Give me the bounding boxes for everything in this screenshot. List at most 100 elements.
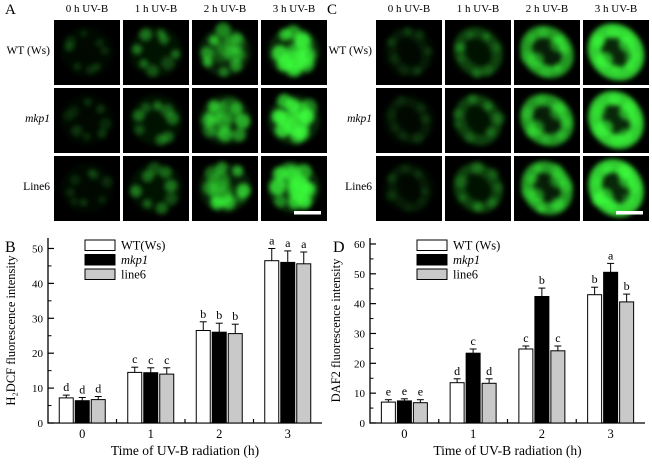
significance-letter: b — [539, 273, 545, 287]
panel-c-col-header-3: 3 h UV-B — [594, 3, 638, 15]
y-tick-label: 0 — [360, 418, 366, 430]
y-tick-label: 50 — [32, 243, 44, 255]
legend-label: line6 — [121, 268, 146, 282]
bar — [211, 331, 227, 424]
legend-swatch — [416, 254, 448, 266]
bar — [465, 352, 481, 424]
panel-a-row-label-wt: WT (Ws) — [6, 45, 50, 57]
y-tick-label: 50 — [354, 269, 366, 281]
bar — [481, 382, 497, 424]
significance-letter: d — [486, 364, 492, 378]
x-tick-label: 3 — [608, 427, 614, 441]
panel-a-col-header-1: 1 h UV-B — [134, 3, 178, 15]
significance-letter: b — [592, 272, 598, 286]
bar — [90, 399, 106, 424]
bar — [603, 271, 619, 424]
significance-letter: c — [523, 331, 528, 345]
legend-label: mkp1 — [453, 253, 480, 267]
significance-letter: c — [555, 331, 560, 345]
micrograph-tile — [54, 156, 120, 221]
legend-swatch — [84, 268, 116, 280]
panel-a-col-header-2: 2 h UV-B — [203, 3, 247, 15]
bar — [127, 371, 143, 424]
micrograph-tile — [261, 88, 327, 153]
x-tick-label: 3 — [285, 427, 291, 441]
panel-c-label: C — [327, 2, 338, 18]
micrograph-grid-a — [54, 20, 327, 221]
bar — [280, 261, 296, 424]
significance-letter: a — [608, 248, 614, 262]
significance-letter: e — [386, 385, 391, 399]
bar — [396, 400, 412, 424]
micrograph-tile — [123, 20, 189, 85]
bar — [264, 260, 280, 424]
significance-letter: c — [132, 352, 137, 366]
significance-letter: c — [148, 353, 153, 367]
legend-label: WT (Ws) — [453, 239, 500, 253]
panel-a-col-header-3: 3 h UV-B — [272, 3, 316, 15]
significance-letter: a — [269, 234, 275, 248]
x-tick-label: 1 — [470, 427, 476, 441]
x-tick-label: 1 — [148, 427, 154, 441]
significance-letter: e — [418, 385, 423, 399]
y-tick-label: 0 — [38, 418, 44, 430]
significance-letter: c — [470, 334, 475, 348]
bar — [74, 400, 90, 424]
micrograph-tile — [261, 20, 327, 85]
micrograph-tile — [583, 88, 649, 153]
scale-bar — [294, 211, 321, 215]
micrograph-grid-c — [376, 20, 649, 221]
significance-letter: d — [454, 364, 460, 378]
panel-letter: D — [333, 239, 345, 256]
y-tick-label: 20 — [354, 358, 366, 370]
significance-letter: b — [200, 307, 206, 321]
significance-letter: a — [285, 236, 291, 250]
significance-letter: d — [63, 380, 69, 394]
bar — [518, 348, 534, 424]
micrograph-tile — [445, 88, 511, 153]
legend-swatch — [84, 254, 116, 266]
chart-canvas-D: 0 10 20 30 40 50 60 0 1 2 3 Time of UV-B radiation … — [330, 238, 645, 458]
y-tick-label: 10 — [32, 383, 44, 395]
panel-a-col-header-0: 0 h UV-B — [65, 3, 109, 15]
micrograph-tile — [54, 88, 120, 153]
bar — [449, 382, 465, 424]
significance-letter: c — [164, 353, 169, 367]
y-tick-label: 40 — [32, 278, 44, 290]
y-tick-label: 10 — [354, 388, 366, 400]
micrograph-tile — [54, 20, 120, 85]
micrograph-tile — [123, 88, 189, 153]
micrograph-tile — [123, 156, 189, 221]
micrograph-tile — [192, 20, 258, 85]
micrograph-tile — [261, 156, 327, 221]
panel-c-col-header-0: 0 h UV-B — [387, 3, 431, 15]
bar-chart-d: 0 10 20 30 40 50 60 0 1 2 3 Time of UV-B radiation … — [330, 226, 652, 468]
micrograph-tile — [514, 156, 580, 221]
legend-label: mkp1 — [121, 253, 148, 267]
panel-a-row-label-mkp1: mkp1 — [25, 113, 50, 125]
micrograph-tile — [583, 156, 649, 221]
x-tick-label: 2 — [539, 427, 545, 441]
y-tick-label: 60 — [354, 239, 366, 251]
panel-c-row-label-wt: WT (Ws) — [328, 45, 372, 57]
bar — [227, 333, 243, 424]
legend-swatch — [84, 239, 116, 251]
panel-a-label: A — [5, 2, 16, 18]
micrograph-tile — [514, 20, 580, 85]
panel-c-col-header-1: 1 h UV-B — [456, 3, 500, 15]
bar — [412, 402, 428, 424]
bar — [159, 373, 175, 424]
bar — [380, 401, 396, 424]
y-tick-label: 40 — [354, 299, 366, 311]
significance-letter: b — [624, 279, 630, 293]
micrograph-tile — [376, 88, 442, 153]
micrograph-tile — [514, 88, 580, 153]
significance-letter: e — [402, 384, 407, 398]
bar — [550, 350, 566, 424]
micrograph-tile — [445, 156, 511, 221]
panel-c-row-label-mkp1: mkp1 — [347, 113, 372, 125]
y-tick-label: 20 — [32, 348, 44, 360]
significance-letter: b — [216, 308, 222, 322]
bar — [143, 372, 159, 424]
significance-letter: b — [232, 309, 238, 323]
